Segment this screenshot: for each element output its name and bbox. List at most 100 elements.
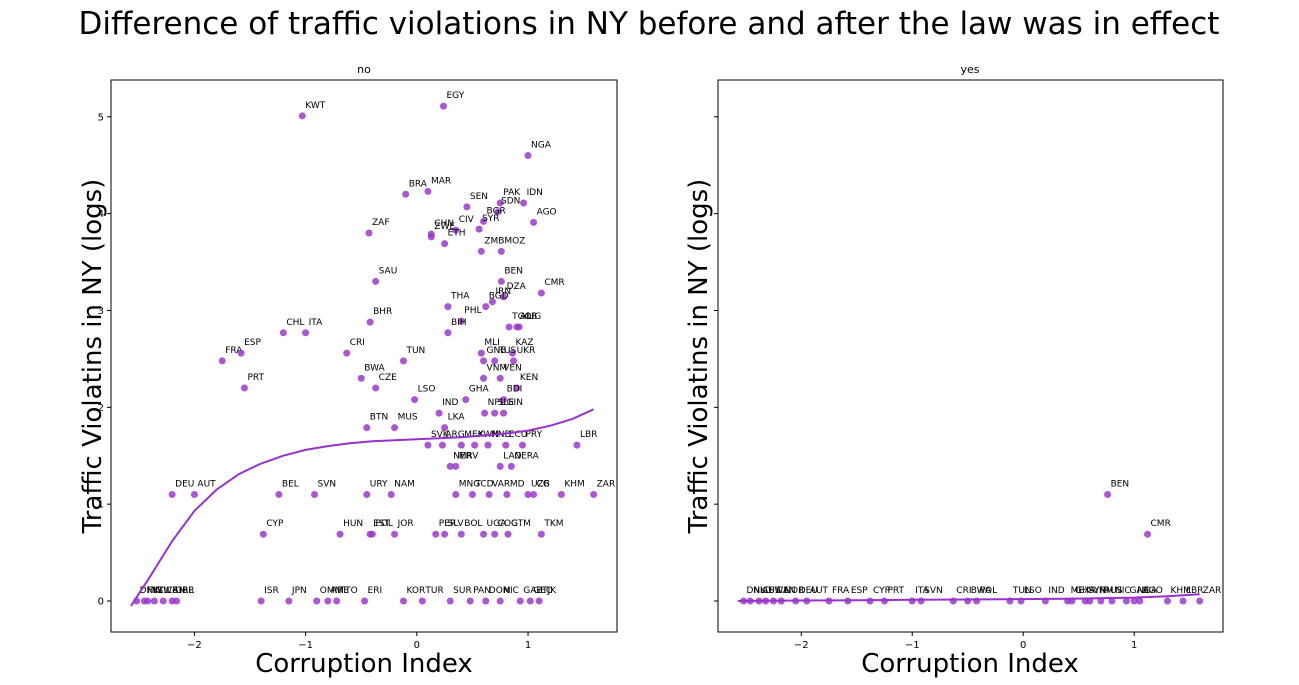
data-point xyxy=(468,490,476,498)
data-point xyxy=(516,597,524,605)
data-point xyxy=(477,349,485,357)
data-point xyxy=(452,462,460,470)
point-label: CRI xyxy=(350,338,365,348)
y-axis-label-no: Traffic Violatins in NY (logs) xyxy=(78,179,108,535)
point-label: NGA xyxy=(531,141,552,151)
data-point xyxy=(168,490,176,498)
point-label: MOZ xyxy=(504,236,525,246)
point-label: POL xyxy=(980,586,998,596)
data-point xyxy=(482,597,490,605)
point-label: GIN xyxy=(507,398,523,408)
point-label: IND xyxy=(1048,586,1064,596)
point-label: LSO xyxy=(1024,586,1042,596)
point-label: SUR xyxy=(453,586,472,596)
point-label: OMN xyxy=(320,586,342,596)
data-point xyxy=(440,102,448,110)
point-label: POL xyxy=(375,519,393,529)
point-label: CG xyxy=(537,479,550,489)
data-point xyxy=(336,530,344,538)
data-point xyxy=(190,490,198,498)
data-point xyxy=(279,329,287,337)
point-label: NERA xyxy=(514,451,539,461)
data-point xyxy=(475,225,483,233)
point-label: PRT xyxy=(247,373,264,383)
point-label: IRL xyxy=(180,586,194,596)
point-label: NPL xyxy=(488,398,505,408)
point-label: GHA xyxy=(469,385,490,395)
data-point xyxy=(535,597,543,605)
point-label: BRA xyxy=(409,179,428,189)
data-point xyxy=(530,218,538,226)
data-point xyxy=(485,490,493,498)
point-label: BGD xyxy=(489,292,509,302)
data-point xyxy=(496,374,504,382)
data-point xyxy=(513,384,521,392)
data-point xyxy=(524,152,532,160)
x-tick-label: 1 xyxy=(525,640,531,651)
point-label: IDN xyxy=(527,188,543,198)
point-label: ISR xyxy=(264,586,279,596)
data-point xyxy=(537,530,545,538)
data-point xyxy=(275,490,283,498)
point-label: HND xyxy=(491,430,512,440)
point-label: KWT xyxy=(305,101,325,111)
point-label: NOR xyxy=(784,586,804,596)
data-point xyxy=(949,597,957,605)
data-point xyxy=(537,289,545,297)
y-tick-label: 3 xyxy=(98,306,104,317)
point-label: TCD xyxy=(474,479,493,489)
data-point xyxy=(480,217,488,225)
point-label: PER xyxy=(439,519,456,529)
point-label: FRA xyxy=(225,346,243,356)
x-tick-label: −2 xyxy=(187,640,202,651)
point-label: PAK xyxy=(503,188,521,198)
point-label: VEN xyxy=(503,363,522,373)
point-label: MNG xyxy=(459,479,480,489)
data-point xyxy=(333,597,341,605)
point-label: GAB xyxy=(1129,586,1148,596)
data-point xyxy=(324,597,332,605)
data-point xyxy=(311,490,319,498)
data-point xyxy=(497,277,505,285)
data-point xyxy=(502,441,510,449)
data-point xyxy=(1097,597,1105,605)
data-point xyxy=(500,293,508,301)
data-point xyxy=(917,597,925,605)
data-point xyxy=(424,441,432,449)
data-point xyxy=(480,530,488,538)
point-label: PRT xyxy=(887,586,904,596)
point-label: KEN xyxy=(520,373,538,383)
point-label: GTM xyxy=(511,519,531,529)
point-label: FRA xyxy=(832,586,850,596)
point-label: CAN xyxy=(776,586,795,596)
data-point xyxy=(399,597,407,605)
data-point xyxy=(482,303,490,311)
point-label: SAU xyxy=(379,266,398,276)
point-label: MLI xyxy=(484,338,499,348)
data-point xyxy=(391,530,399,538)
point-label: EST xyxy=(373,519,390,529)
point-label: SWE xyxy=(157,586,178,596)
point-label: SLV xyxy=(448,519,465,529)
point-label: IRN xyxy=(495,287,511,297)
point-label: BGR xyxy=(487,206,506,216)
point-label: MEX xyxy=(1071,586,1091,596)
point-label: LBR xyxy=(580,430,597,440)
point-label: NAM xyxy=(394,479,415,489)
data-point xyxy=(497,247,505,255)
data-point xyxy=(496,199,504,207)
point-label: MD xyxy=(510,479,525,489)
data-point xyxy=(218,357,226,365)
data-point xyxy=(446,462,454,470)
data-point xyxy=(908,597,916,605)
data-point xyxy=(484,441,492,449)
data-point xyxy=(457,317,465,325)
point-label: SVN xyxy=(318,479,337,489)
point-label: DEU xyxy=(799,586,818,596)
y-tick-label: 5 xyxy=(98,112,104,123)
point-label: TJK xyxy=(541,586,557,596)
data-point xyxy=(504,530,512,538)
point-label: URY xyxy=(370,479,388,489)
data-point xyxy=(441,530,449,538)
data-point xyxy=(590,490,598,498)
